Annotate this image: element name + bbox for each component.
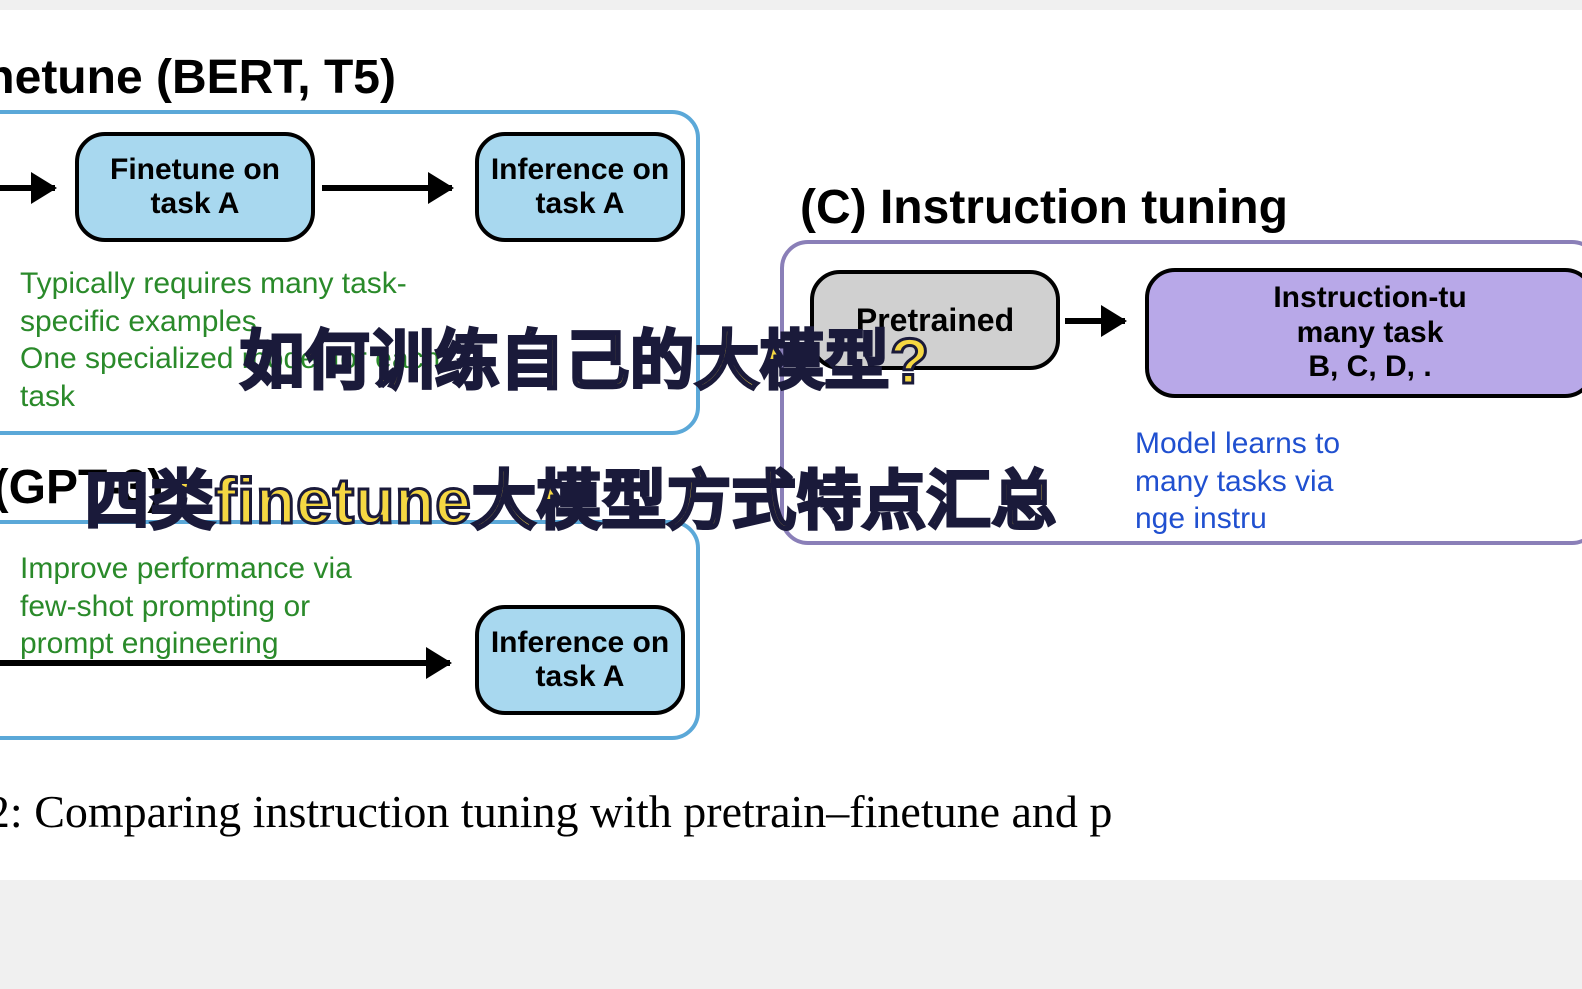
node-instruction-tune: Instruction-tu many task B, C, D, .	[1145, 268, 1582, 398]
node-label: Finetune on task A	[79, 153, 311, 222]
arrow-a1	[0, 185, 55, 191]
panel-a-title: -finetune (BERT, T5)	[0, 50, 396, 105]
panel-c-desc: Model learns to many tasks via nge instr…	[1135, 425, 1582, 538]
arrow-b1	[0, 660, 450, 666]
node-label: Inference on task A	[479, 626, 681, 695]
arrow-a2	[322, 185, 452, 191]
diagram-canvas: -finetune (BERT, T5) Finetune on task A …	[0, 10, 1582, 880]
node-inference-task-a-b: Inference on task A	[475, 605, 685, 715]
panel-c-title: (C) Instruction tuning	[800, 180, 1288, 235]
panel-b-desc: Improve performance via few-shot prompti…	[20, 550, 390, 663]
overlay-line-2: 四类finetune大模型方式特点汇总	[85, 450, 1057, 542]
node-finetune-task-a: Finetune on task A	[75, 132, 315, 242]
arrow-c1	[1065, 318, 1125, 324]
figure-caption: e 2: Comparing instruction tuning with p…	[0, 785, 1112, 838]
overlay-line-1: 如何训练自己的大模型?	[240, 310, 930, 402]
node-label: Instruction-tu many task B, C, D, .	[1273, 281, 1466, 385]
node-inference-task-a: Inference on task A	[475, 132, 685, 242]
node-label: Inference on task A	[479, 153, 681, 222]
